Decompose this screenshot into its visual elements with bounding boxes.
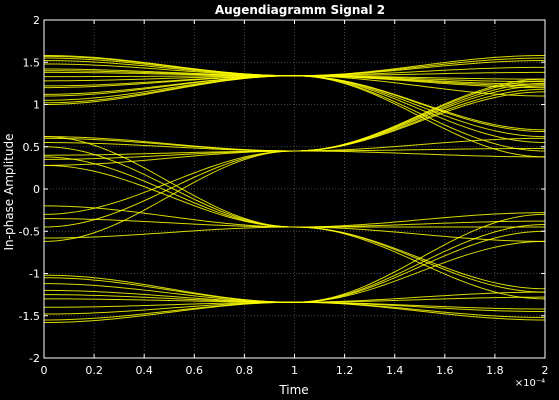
x-tick-label-3: 0.6 — [186, 364, 204, 377]
x-tick-label-0: 0 — [41, 364, 48, 377]
x-axis-label: Time — [278, 383, 308, 397]
x-tick-label-7: 1.4 — [386, 364, 404, 377]
y-tick-label-4: 0 — [33, 183, 40, 196]
y-tick-label-5: 0.5 — [23, 141, 41, 154]
y-tick-label-7: 1.5 — [23, 56, 41, 69]
x-tick-label-2: 0.4 — [135, 364, 153, 377]
y-tick-label-8: 2 — [33, 14, 40, 27]
y-tick-label-3: -0.5 — [19, 225, 40, 238]
y-tick-label-1: -1.5 — [19, 310, 40, 323]
y-axis-label: In-phase Amplitude — [2, 134, 16, 251]
x-tick-label-8: 1.6 — [436, 364, 454, 377]
x-tick-label-9: 1.8 — [486, 364, 504, 377]
x-tick-label-6: 1.2 — [336, 364, 354, 377]
y-tick-label-6: 1 — [33, 99, 40, 112]
y-tick-label-0: -2 — [29, 352, 40, 365]
x-axis-exponent-label: ×10⁻⁴ — [515, 378, 545, 389]
chart-title: Augendiagramm Signal 2 — [215, 3, 385, 17]
x-tick-label-5: 1 — [291, 364, 298, 377]
x-tick-label-4: 0.8 — [236, 364, 254, 377]
y-tick-label-2: -1 — [29, 268, 40, 281]
x-tick-label-1: 0.2 — [85, 364, 103, 377]
x-tick-label-10: 2 — [542, 364, 549, 377]
